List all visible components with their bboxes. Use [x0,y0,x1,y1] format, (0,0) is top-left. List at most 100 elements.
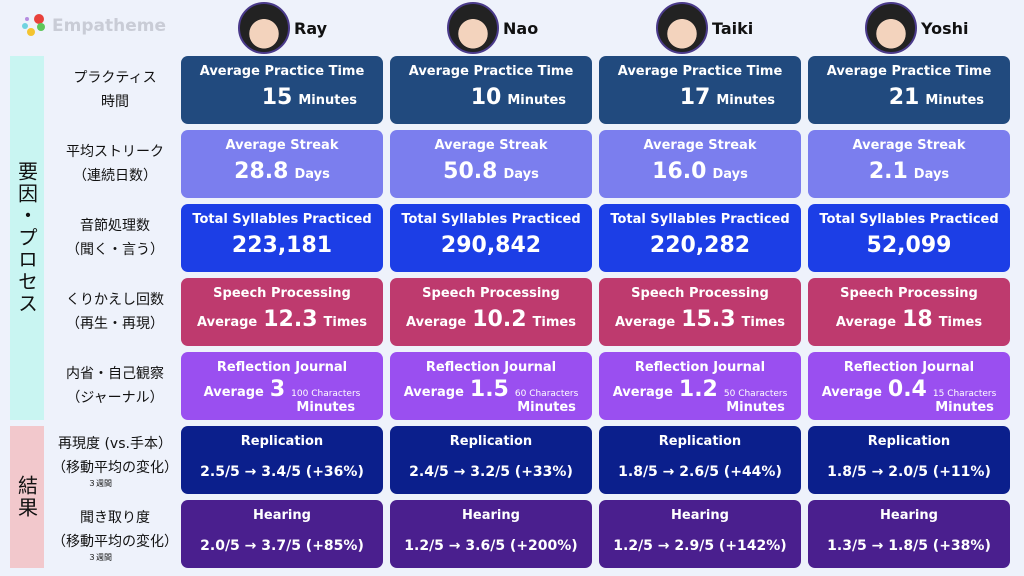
hearing-value: 2.0/5 → 3.7/5 (+85%) [200,538,364,554]
value-text: 220,282 [649,233,751,258]
row-label-line1: 内省・自己観察 [66,366,164,382]
row-label-line2: （ジャーナル） [66,390,164,406]
metric-card: Total Syllables Practiced 220,282 [599,204,801,272]
value-text: 1.5 [469,377,509,402]
row-label: 音節処理数 （聞く・言う） [48,214,182,262]
card-title: Replication [240,434,324,449]
value-text: 50 Characters [723,389,788,399]
card-title: Speech Processing [840,286,978,301]
value-text: 100 Characters [291,389,361,399]
card-title: Speech Processing [422,286,560,301]
card-title: Average Streak [643,138,757,153]
avatar [865,2,917,54]
logo: Empatheme [22,14,166,38]
person-header: Yoshi [865,2,969,54]
avatar [447,2,499,54]
row-label: くりかえし回数 （再生・再現） [48,288,182,336]
metric-card: Replication 2.4/5 → 3.2/5 (+33%) [390,426,592,494]
value-text: 10.2 [472,307,527,332]
metric-card: Total Syllables Practiced 52,099 [808,204,1010,272]
value-text: Average [203,385,264,400]
value-text: Average [197,315,258,330]
card-title: Reflection Journal [216,360,348,375]
replication-value: 2.4/5 → 3.2/5 (+33%) [409,464,573,480]
value-text: Times [938,315,983,330]
value-text: 12.3 [263,307,318,332]
journal-unit: 50 Characters Minutes [724,388,787,414]
value-text: Days [712,167,748,182]
value-text: 28.8 [234,159,289,184]
value-text: 52,099 [866,233,952,258]
card-title: Speech Processing [631,286,769,301]
metric-card: Average Practice Time 17 Minutes [599,56,801,124]
metric-card: Speech Processing Average 12.3 Times [181,278,383,346]
metric-card: Reflection Journal Average 0.4 15 Character… [808,352,1010,420]
person-name: Taiki [712,18,754,38]
value-text: 50.8 [443,159,498,184]
card-title: Hearing [462,508,520,523]
value-text: 15 [261,85,293,110]
avatar [656,2,708,54]
card-title: Hearing [671,508,729,523]
value-text: 10 [470,85,502,110]
card-title: Reflection Journal [425,360,557,375]
metric-card: Reflection Journal Average 1.5 60 Character… [390,352,592,420]
avatar [238,2,290,54]
card-title: Average Practice Time [826,64,992,79]
value-text: Minutes [296,400,356,415]
metric-card: Average Streak 2.1 Days [808,130,1010,198]
metric-card: Hearing 1.2/5 → 2.9/5 (+142%) [599,500,801,568]
row-label: 平均ストリーク （連続日数） [48,140,182,188]
value-text: Average [615,315,676,330]
card-title: Replication [449,434,533,449]
person-name: Ray [294,18,328,38]
metric-card: Replication 1.8/5 → 2.6/5 (+44%) [599,426,801,494]
person-name: Yoshi [921,18,969,38]
card-title: Total Syllables Practiced [819,212,999,227]
metric-card: Average Practice Time 21 Minutes [808,56,1010,124]
value-text: 223,181 [231,233,333,258]
row-label: 内省・自己観察 （ジャーナル） [48,362,182,410]
row-label-sub: ３週間 [88,553,112,562]
replication-value: 1.8/5 → 2.0/5 (+11%) [827,464,991,480]
replication-value: 1.8/5 → 2.6/5 (+44%) [618,464,782,480]
card-title: Replication [658,434,742,449]
row-label-line2: （聞く・言う） [66,242,164,258]
row-label-sub: ３週間 [88,479,112,488]
value-text: Minutes [935,400,994,415]
row-label-line1: 再現度 (vs.手本） [58,436,172,452]
value-text: Minutes [507,93,566,108]
card-title: Average Streak [852,138,966,153]
card-title: Total Syllables Practiced [401,212,581,227]
value-text: Days [503,167,539,182]
replication-value: 2.5/5 → 3.4/5 (+36%) [200,464,364,480]
logo-text: Empatheme [52,16,166,36]
person-header: Taiki [656,2,753,54]
metric-card: Average Streak 28.8 Days [181,130,383,198]
journal-unit: 60 Characters Minutes [515,388,578,414]
row-label-line2: （移動平均の変化） [52,460,178,476]
row-label: 再現度 (vs.手本） （移動平均の変化） ３週間 [48,432,182,488]
value-text: Average [406,315,467,330]
logo-icon [22,14,46,38]
metric-card: Hearing 2.0/5 → 3.7/5 (+85%) [181,500,383,568]
value-text: 18 [902,307,933,332]
hearing-value: 1.3/5 → 1.8/5 (+38%) [827,538,991,554]
card-title: Speech Processing [213,286,351,301]
value-text: 15.3 [681,307,736,332]
value-text: 290,842 [440,233,542,258]
card-title: Hearing [253,508,311,523]
value-text: 0.4 [887,377,927,402]
value-text: 2.1 [868,159,908,184]
metric-card: Total Syllables Practiced 223,181 [181,204,383,272]
value-text: Average [821,385,882,400]
metric-card: Replication 1.8/5 → 2.0/5 (+11%) [808,426,1010,494]
metric-card: Average Practice Time 15 Minutes [181,56,383,124]
value-text: Minutes [298,93,357,108]
value-text: 60 Characters [514,389,579,399]
metric-card: Hearing 1.2/5 → 3.6/5 (+200%) [390,500,592,568]
value-text: Times [741,315,785,330]
metric-card: Reflection Journal Average 3 100 Characters… [181,352,383,420]
value-text: Times [323,315,367,330]
metric-card: Average Practice Time 10 Minutes [390,56,592,124]
